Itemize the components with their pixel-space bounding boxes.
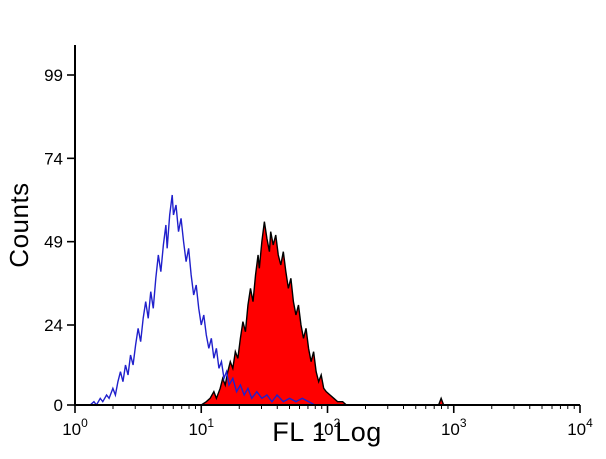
y-axis-label: Counts xyxy=(4,182,34,268)
x-axis-label: FL 1 Log xyxy=(272,417,382,447)
x-tick-label: 100 xyxy=(62,416,88,439)
y-tick-label: 0 xyxy=(54,396,63,415)
y-tick-label: 49 xyxy=(44,233,63,252)
series-outline xyxy=(200,221,445,406)
y-tick-label: 24 xyxy=(44,316,63,335)
series-fill xyxy=(201,221,444,405)
x-tick-label: 102 xyxy=(315,416,341,439)
series-outline xyxy=(89,194,316,407)
x-tick-label: 104 xyxy=(567,416,593,439)
y-tick-label: 74 xyxy=(44,149,63,168)
y-tick-label: 99 xyxy=(44,66,63,85)
x-tick-label: 103 xyxy=(441,416,467,439)
x-tick-label: 101 xyxy=(188,416,214,439)
